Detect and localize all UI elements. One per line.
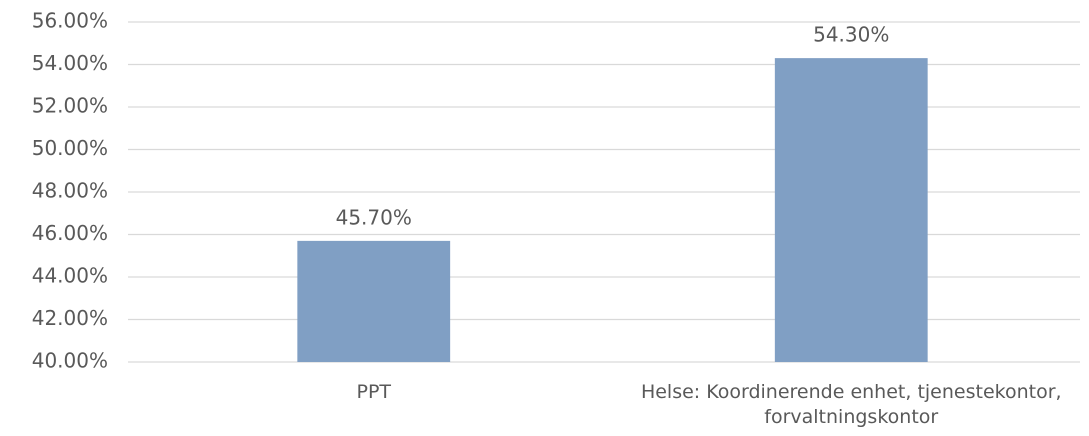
data-label: 45.70% [336,205,412,229]
data-label: 54.30% [813,23,889,47]
y-tick-label: 56.00% [32,9,108,33]
bar [297,240,451,362]
x-tick-label: Helse: Koordinerende enhet, tjenestekont… [640,381,1062,428]
x-tick-label: PPT [356,381,392,403]
y-tick-label: 52.00% [32,94,108,118]
y-tick-label: 42.00% [32,306,108,330]
y-tick-label: 48.00% [32,179,108,203]
y-tick-label: 50.00% [32,136,108,160]
y-tick-label: 54.00% [32,51,108,75]
y-tick-label: 40.00% [32,349,108,373]
y-tick-label: 46.00% [32,221,108,245]
bar [774,58,928,362]
y-tick-label: 44.00% [32,264,108,288]
